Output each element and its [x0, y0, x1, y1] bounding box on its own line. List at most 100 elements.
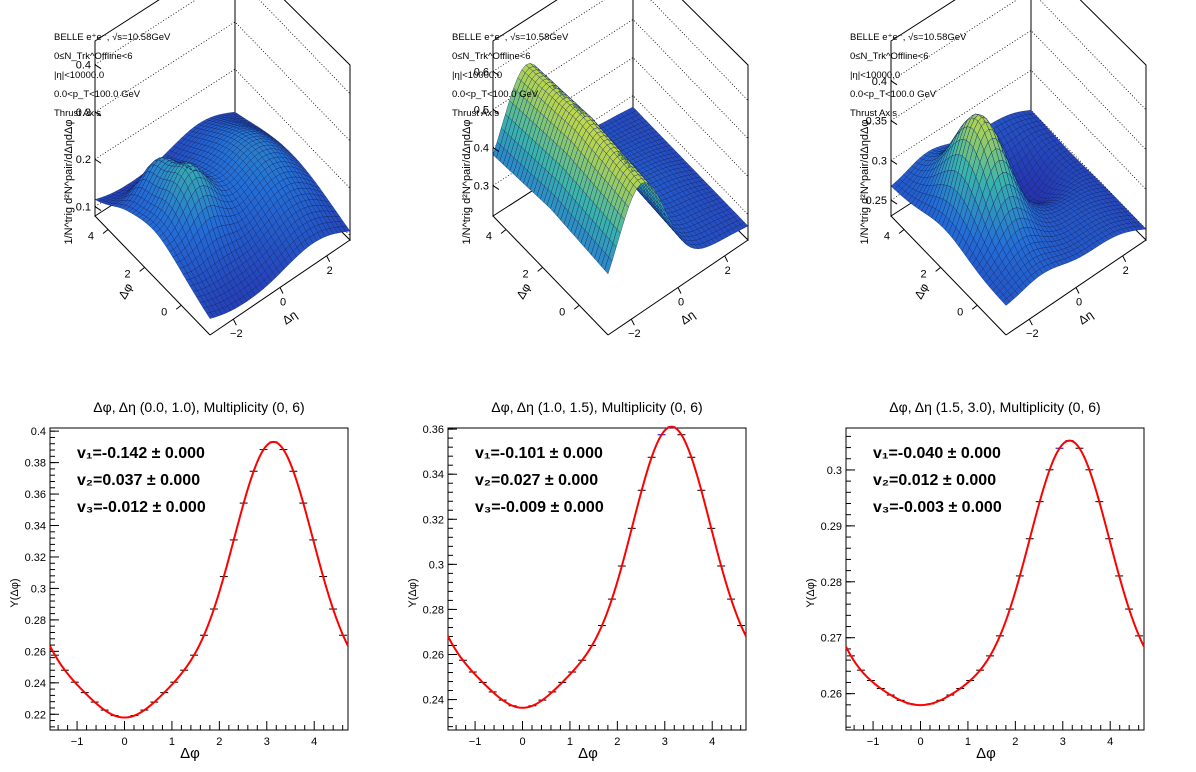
- x-tick-label: 1: [169, 736, 175, 748]
- phi-tick-label: 2: [125, 268, 131, 280]
- info-line: BELLE e⁺e⁻, √s=10.58GeV: [452, 32, 569, 43]
- y-tick-label: 0.26: [423, 650, 444, 662]
- eta-tick: [630, 318, 635, 326]
- z-tick-label: 0.1: [76, 202, 91, 214]
- eta-tick: [1028, 318, 1033, 326]
- x-tick-label: 1: [965, 736, 971, 748]
- y-tick-label: 0.24: [25, 678, 46, 690]
- info-line: Thrust Axis: [452, 108, 499, 119]
- phi-tick: [971, 304, 978, 310]
- y-tick-label: 0.4: [31, 426, 46, 438]
- eta-tick: [1122, 255, 1127, 263]
- z-tick-label: 0.4: [474, 143, 489, 155]
- x-tick-label: 3: [662, 736, 668, 748]
- fit-annotation: v₃=-0.012 ± 0.000: [77, 499, 206, 516]
- y-tick-label: 0.36: [423, 424, 444, 436]
- info-line: Thrust Axis: [850, 108, 897, 119]
- y-tick-label: 0.28: [821, 577, 842, 589]
- info-line: 0≤N_Trk^Offline<6: [54, 51, 133, 62]
- y-tick-label: 0.24: [423, 695, 444, 707]
- x-tick-label: 0: [917, 736, 923, 748]
- fit-annotation: v₂=0.012 ± 0.000: [873, 472, 996, 489]
- x-tick-label: −1: [71, 736, 84, 748]
- eta-tick-label: 2: [725, 265, 731, 277]
- x-tick-label: 2: [1012, 736, 1018, 748]
- z-axis-title: 1/N^trig d²N^pair/dΔηdΔφ: [859, 119, 871, 244]
- y-tick-label: 0.3: [429, 559, 444, 571]
- x-tick-label: 0: [519, 736, 525, 748]
- fit-annotation: v₂=0.027 ± 0.000: [475, 472, 598, 489]
- eta-axis-title: Δη: [280, 308, 300, 328]
- info-line: BELLE e⁺e⁻, √s=10.58GeV: [54, 32, 171, 43]
- phi-tick-label: 4: [486, 230, 492, 242]
- phi-tick: [500, 229, 507, 234]
- info-line: |η|<10000.0: [850, 70, 900, 81]
- z-tick-label: 0.2: [76, 154, 91, 166]
- x-tick-label: 4: [1107, 736, 1113, 748]
- eta-tick-label: 2: [1123, 265, 1129, 277]
- phi-tick-label: 2: [523, 268, 529, 280]
- x-tick-label: 2: [216, 736, 222, 748]
- y-tick-label: 0.34: [423, 469, 444, 481]
- projection-plot-3: Δφ, Δη (1.5, 3.0), Multiplicity (0, 6) −1…: [805, 399, 1145, 762]
- phi-tick: [573, 304, 580, 310]
- fit-annotation: v₃=-0.003 ± 0.000: [873, 499, 1002, 516]
- x-axis-label: Δφ: [976, 745, 996, 762]
- y-tick-label: 0.26: [821, 689, 842, 701]
- y-axis-label: Y(Δφ): [9, 578, 21, 607]
- eta-axis-title: Δη: [678, 308, 698, 328]
- x-tick-label: 3: [1060, 736, 1066, 748]
- info-line: 0.0<p_T<100.0 GeV: [850, 89, 937, 100]
- wall-gridline: [94, 68, 351, 189]
- phi-tick-label: 0: [161, 306, 167, 318]
- z-axis-title: 1/N^trig d²N^pair/dΔηdΔφ: [63, 119, 75, 244]
- eta-tick: [279, 287, 284, 294]
- phi-axis-line: [94, 215, 211, 336]
- y-tick-label: 0.36: [25, 489, 46, 501]
- x-tick-label: 0: [121, 736, 127, 748]
- y-axis-label: Y(Δφ): [805, 578, 817, 607]
- y-tick-label: 0.38: [25, 458, 46, 470]
- wall-gridline: [492, 57, 749, 177]
- plot-title: Δφ, Δη (0.0, 1.0), Multiplicity (0, 6): [93, 399, 304, 415]
- y-tick-label: 0.34: [25, 521, 46, 533]
- eta-tick: [677, 287, 682, 294]
- y-tick-label: 0.26: [25, 646, 46, 658]
- phi-tick-label: 2: [921, 268, 927, 280]
- wall-gridline: [492, 0, 749, 101]
- wall-gridline: [492, 18, 749, 139]
- z-tick: [94, 111, 102, 117]
- info-line: BELLE e⁺e⁻, √s=10.58GeV: [850, 32, 967, 43]
- eta-tick-label: −2: [230, 328, 243, 340]
- eta-tick-label: −2: [628, 328, 641, 340]
- eta-tick: [724, 255, 729, 263]
- x-tick-label: −1: [867, 736, 880, 748]
- projection-plot-2: Δφ, Δη (1.0, 1.5), Multiplicity (0, 6) −1…: [407, 399, 747, 762]
- z-tick-label: 0.3: [474, 181, 489, 193]
- z-axis-title: 1/N^trig d²N^pair/dΔηdΔφ: [461, 119, 473, 244]
- phi-axis-title: Δφ: [911, 281, 931, 302]
- wall-gridline: [94, 0, 351, 94]
- y-axis-label: Y(Δφ): [407, 578, 419, 607]
- surface-plot-1: 0.1 0.2 0.3 0.4 0 2 4 Δφ −2 0 2 Δη 1/N^trig d²N^pair…: [54, 0, 351, 340]
- eta-tick-label: −2: [1026, 328, 1039, 340]
- eta-tick-label: 0: [678, 297, 684, 309]
- projection-plot-1: Δφ, Δη (0.0, 1.0), Multiplicity (0, 6) −1…: [9, 399, 349, 762]
- fit-annotation: v₁=-0.142 ± 0.000: [77, 445, 205, 462]
- eta-axis-title: Δη: [1076, 308, 1096, 328]
- phi-tick: [935, 266, 941, 272]
- phi-tick: [175, 304, 182, 310]
- fit-annotation: v₁=-0.101 ± 0.000: [475, 445, 603, 462]
- y-tick-label: 0.22: [25, 709, 46, 721]
- plot-title: Δφ, Δη (1.5, 3.0), Multiplicity (0, 6): [889, 399, 1100, 415]
- y-tick-label: 0.29: [821, 521, 842, 533]
- z-tick-label: 0.4: [76, 60, 91, 72]
- x-axis-label: Δφ: [180, 745, 200, 762]
- phi-tick: [102, 229, 109, 234]
- y-tick-label: 0.28: [25, 615, 46, 627]
- phi-tick-label: 0: [957, 306, 963, 318]
- info-line: |η|<10000.0: [452, 70, 502, 81]
